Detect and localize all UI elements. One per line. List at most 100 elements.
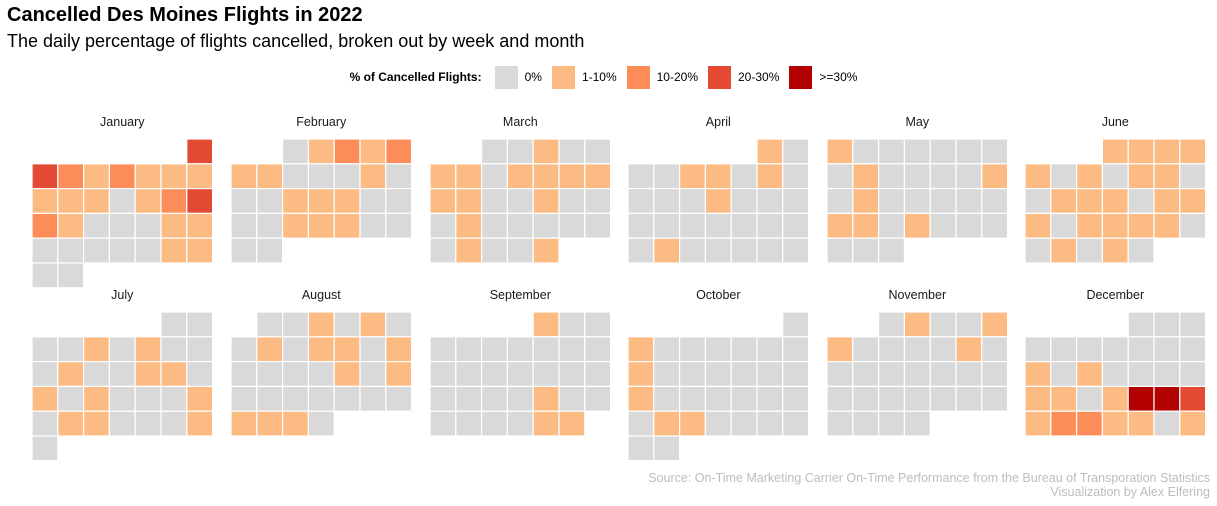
month-label: November xyxy=(888,288,946,302)
day-cell xyxy=(186,138,214,165)
day-cell xyxy=(230,361,258,388)
day-cell xyxy=(955,385,983,412)
day-cell xyxy=(385,361,413,388)
day-cell xyxy=(584,336,612,363)
day-cell xyxy=(1179,163,1207,190)
day-cell xyxy=(929,385,957,412)
day-cell xyxy=(756,410,784,437)
month-label: May xyxy=(905,115,929,129)
day-cell xyxy=(282,311,310,338)
day-cell xyxy=(282,336,310,363)
day-cell xyxy=(558,163,586,190)
day-cell xyxy=(307,138,335,165)
day-cell xyxy=(704,188,732,215)
day-cell xyxy=(627,410,655,437)
day-cell xyxy=(1153,410,1181,437)
day-cell xyxy=(82,336,110,363)
chart-title: Cancelled Des Moines Flights in 2022 xyxy=(7,4,363,26)
day-cell xyxy=(826,188,854,215)
day-cell xyxy=(903,311,931,338)
day-cell xyxy=(1024,237,1052,264)
day-cell xyxy=(1024,163,1052,190)
month-label: February xyxy=(296,115,347,129)
day-cell xyxy=(481,237,509,264)
day-cell xyxy=(385,311,413,338)
legend-item-3: 20-30% xyxy=(708,65,779,89)
day-cell xyxy=(333,385,361,412)
day-cell xyxy=(955,138,983,165)
day-cell xyxy=(678,237,706,264)
day-cell xyxy=(955,336,983,363)
legend-item-2: 10-20% xyxy=(626,65,698,89)
day-cell xyxy=(704,385,732,412)
day-cell xyxy=(532,237,560,264)
day-cell xyxy=(852,237,880,264)
day-cell xyxy=(57,336,85,363)
day-cell xyxy=(108,361,136,388)
day-cell xyxy=(108,336,136,363)
day-cell xyxy=(782,188,810,215)
day-cell xyxy=(481,163,509,190)
day-cell xyxy=(627,237,655,264)
day-cell xyxy=(730,163,758,190)
legend-swatch xyxy=(708,65,731,89)
day-cell xyxy=(160,336,188,363)
day-cell xyxy=(1075,188,1103,215)
day-cell xyxy=(82,188,110,215)
day-cell xyxy=(678,410,706,437)
day-cell xyxy=(704,410,732,437)
day-cell xyxy=(1127,410,1155,437)
caption-credit: Visualization by Alex Elfering xyxy=(1050,485,1210,499)
day-cell xyxy=(282,163,310,190)
day-cell xyxy=(57,188,85,215)
day-cell xyxy=(826,361,854,388)
day-cell xyxy=(981,188,1009,215)
day-cell xyxy=(627,435,655,460)
day-cell xyxy=(108,237,136,264)
day-cell xyxy=(955,212,983,239)
day-cell xyxy=(307,188,335,215)
day-cell xyxy=(756,385,784,412)
chart-subtitle: The daily percentage of flights cancelle… xyxy=(7,31,585,51)
day-cell xyxy=(256,163,284,190)
day-cell xyxy=(31,212,59,239)
day-cell xyxy=(31,262,59,289)
day-cell xyxy=(429,361,457,388)
day-cell xyxy=(955,311,983,338)
day-cell xyxy=(877,410,905,437)
day-cell xyxy=(333,336,361,363)
day-cell xyxy=(1024,212,1052,239)
day-cell xyxy=(359,311,387,338)
day-cell xyxy=(455,163,483,190)
day-cell xyxy=(1024,188,1052,215)
day-cell xyxy=(627,212,655,239)
day-cell xyxy=(307,361,335,388)
day-cell xyxy=(506,138,534,165)
day-cell xyxy=(506,212,534,239)
day-cell xyxy=(307,212,335,239)
day-cell xyxy=(282,212,310,239)
day-cell xyxy=(307,336,335,363)
day-cell xyxy=(782,385,810,412)
day-cell xyxy=(782,237,810,264)
day-cell xyxy=(1127,336,1155,363)
caption-source: Source: On-Time Marketing Carrier On-Tim… xyxy=(648,471,1210,485)
day-cell xyxy=(558,212,586,239)
day-cell xyxy=(1024,361,1052,388)
day-cell xyxy=(186,336,214,363)
day-cell xyxy=(678,385,706,412)
day-cell xyxy=(584,385,612,412)
day-cell xyxy=(1127,138,1155,165)
day-cell xyxy=(852,138,880,165)
day-cell xyxy=(385,385,413,412)
day-cell xyxy=(186,163,214,190)
day-cell xyxy=(903,188,931,215)
day-cell xyxy=(584,311,612,338)
day-cell xyxy=(981,138,1009,165)
day-cell xyxy=(981,361,1009,388)
day-cell xyxy=(429,163,457,190)
day-cell xyxy=(653,385,681,412)
day-cell xyxy=(981,311,1009,338)
day-cell xyxy=(1153,385,1181,412)
day-cell xyxy=(584,138,612,165)
